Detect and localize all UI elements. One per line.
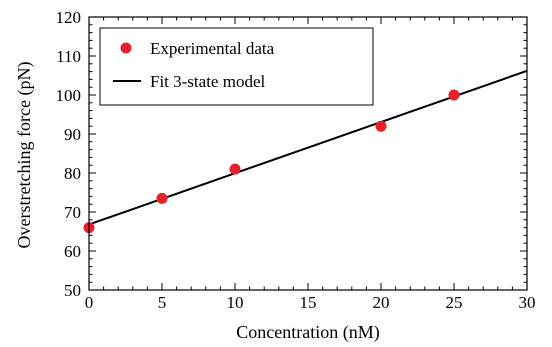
y-tick-label: 60 (64, 242, 81, 261)
data-point (229, 163, 241, 175)
y-tick-label: 70 (64, 203, 81, 222)
legend-label-experimental: Experimental data (150, 39, 275, 58)
legend-box (99, 27, 374, 106)
series-layer (83, 69, 528, 234)
x-tick-label: 10 (227, 293, 244, 312)
y-tick-label: 110 (56, 47, 81, 66)
x-tick-label: 30 (519, 293, 536, 312)
x-tick-label: 20 (373, 293, 390, 312)
x-axis-label: Concentration (nM) (236, 322, 379, 343)
x-tick-label: 0 (85, 293, 94, 312)
data-point (156, 192, 168, 204)
plot-frame (88, 16, 528, 291)
y-tick-label: 120 (56, 8, 82, 27)
x-tick-label: 25 (446, 293, 463, 312)
legend-marker-experimental (120, 42, 132, 54)
legend-label-fit: Fit 3-state model (150, 72, 265, 91)
y-tick-label: 50 (64, 281, 81, 300)
legend: Experimental data Fit 3-state model (99, 27, 374, 106)
y-tick-label: 100 (56, 86, 82, 105)
y-axis-label: Overstretching force (pN) (14, 62, 35, 249)
data-point (375, 120, 387, 132)
x-tick-label: 15 (300, 293, 317, 312)
ticks-layer: 0 5 10 15 20 25 30 50 60 70 80 90 100 110 120 (56, 8, 536, 312)
data-point (448, 89, 460, 101)
y-tick-label: 90 (64, 125, 81, 144)
x-tick-label: 5 (158, 293, 167, 312)
y-tick-label: 80 (64, 164, 81, 183)
